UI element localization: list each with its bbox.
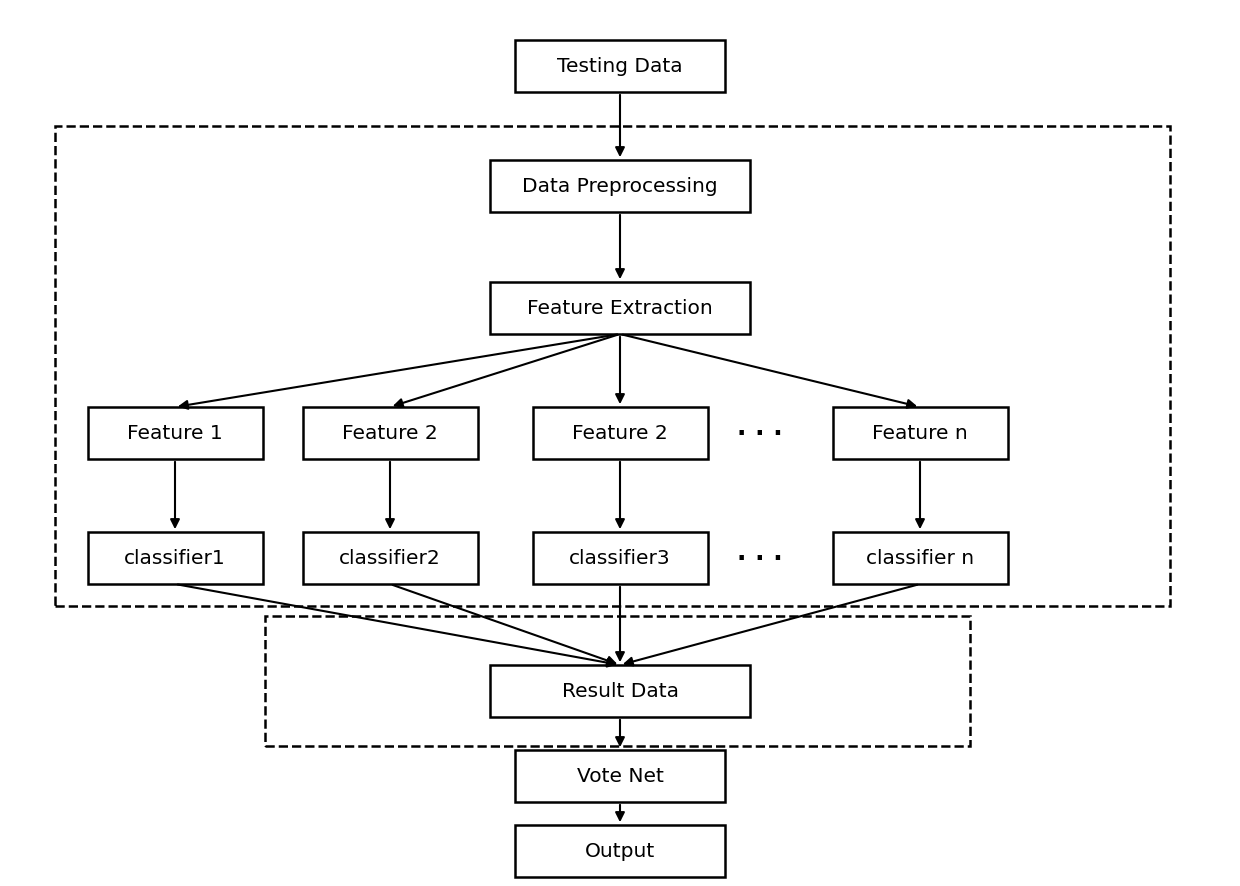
Bar [490,665,750,717]
Text: Output: Output [585,842,655,860]
Bar [515,750,725,802]
Bar [832,408,1007,460]
Bar [303,532,477,585]
Bar [532,408,708,460]
Text: Testing Data: Testing Data [557,58,683,76]
Text: Vote Net: Vote Net [577,766,663,786]
Text: classifier2: classifier2 [339,549,441,568]
Text: · · ·: · · · [738,547,782,571]
Bar [303,408,477,460]
Text: Feature 2: Feature 2 [572,424,668,443]
Bar [515,825,725,877]
Text: · · ·: · · · [738,422,782,446]
Bar [515,41,725,93]
Bar [265,617,970,746]
Text: Data Preprocessing: Data Preprocessing [522,177,718,197]
Text: Result Data: Result Data [562,681,678,701]
Text: Feature Extraction: Feature Extraction [527,299,713,318]
Bar [490,283,750,335]
Bar [55,127,1171,606]
Bar [532,532,708,585]
Text: classifier3: classifier3 [569,549,671,568]
Bar [88,532,263,585]
Bar [490,161,750,213]
Text: classifier1: classifier1 [124,549,226,568]
Text: Feature 1: Feature 1 [128,424,223,443]
Bar [832,532,1007,585]
Text: Feature n: Feature n [872,424,968,443]
Bar [88,408,263,460]
Text: Feature 2: Feature 2 [342,424,438,443]
Text: classifier n: classifier n [866,549,975,568]
